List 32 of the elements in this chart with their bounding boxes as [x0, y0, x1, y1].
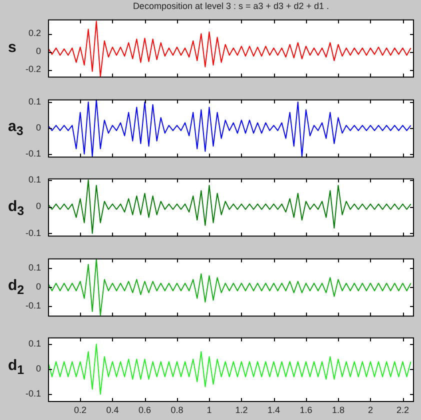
y-tick-label: 0.2 — [28, 28, 41, 38]
x-tick-label: 2.2 — [396, 404, 409, 415]
x-tick-label: 1.2 — [235, 404, 248, 415]
y-tick-label: 0 — [36, 122, 41, 132]
y-axis-title: d$_{3}$ — [8, 198, 24, 218]
x-tick-label: 1 — [206, 404, 212, 415]
y-axis-title: a$_{3}$ — [8, 118, 24, 138]
x-tick-label: 1.6 — [300, 404, 312, 415]
chart-title: Decomposition at level 3 : s = a3 + d3 + d2 + d1 . — [132, 1, 330, 11]
x-tick-label: 0.8 — [170, 404, 184, 415]
y-tick-label: 0.1 — [28, 174, 41, 184]
y-tick-label: -0.1 — [25, 388, 41, 399]
y-tick-label: 0 — [36, 364, 41, 374]
y-tick-label: 0 — [36, 46, 41, 56]
y-tick-label: -0.1 — [25, 300, 41, 310]
x-tick-label: 0.6 — [138, 404, 151, 415]
y-axis-title: d$_{2}$ — [8, 277, 24, 297]
y-tick-label: 0.1 — [28, 96, 41, 106]
y-tick-label: -0.1 — [25, 228, 41, 238]
y-tick-label: 0.1 — [28, 262, 41, 272]
y-tick-label: 0 — [36, 201, 41, 212]
y-tick-label: -0.1 — [25, 148, 41, 158]
y-tick-label: -0.2 — [25, 64, 41, 74]
x-tick-label: 0.2 — [74, 404, 87, 415]
x-tick-label: 1.8 — [332, 404, 344, 415]
x-tick-label: 1.4 — [267, 404, 280, 415]
x-tick-label: 2 — [368, 404, 373, 415]
x-tick-label: 0.4 — [106, 404, 119, 415]
y-axis-title: d$_{1}$ — [8, 356, 24, 376]
y-axis-title: s — [8, 38, 16, 56]
y-tick-label: 0 — [36, 281, 41, 292]
y-tick-label: 0.1 — [28, 338, 41, 349]
